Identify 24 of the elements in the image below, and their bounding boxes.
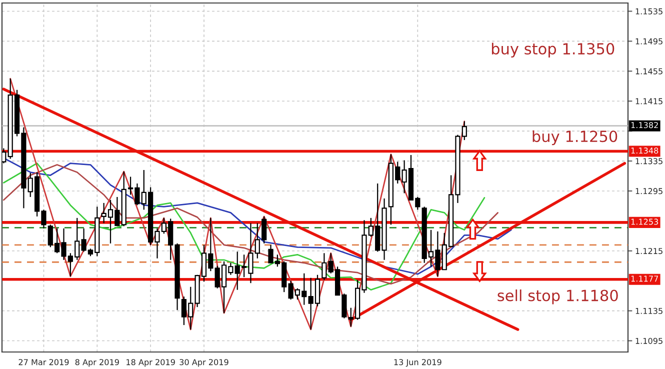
- y-tick-label: 1.1495: [636, 38, 662, 44]
- ref-line-label: 1.1177: [631, 276, 658, 282]
- y-tick-label: 1.1455: [636, 68, 662, 74]
- y-tick-label: 1.1095: [636, 338, 662, 344]
- line-series: [10, 78, 466, 330]
- y-tick-label: 1.1535: [636, 8, 662, 14]
- candlestick: [2, 148, 6, 164]
- y-tick-label: 1.1215: [636, 248, 662, 254]
- ref-line-label: 1.1382: [631, 122, 658, 128]
- ref-line-label: 1.1348: [631, 148, 658, 154]
- ref-line-label: 1.1253: [631, 218, 658, 225]
- x-tick-label: 30 Apr 2019: [180, 359, 228, 367]
- y-tick-label: 1.1135: [636, 308, 662, 314]
- annotation: sell stop 1.1180: [498, 289, 618, 304]
- y-tick-label: 1.1295: [636, 188, 662, 194]
- y-tick-label: 1.1415: [636, 98, 662, 104]
- annotation: buy stop 1.1350: [492, 42, 614, 58]
- x-tick-label: 18 Apr 2019: [126, 359, 175, 367]
- annotation: buy 1.1250: [532, 130, 618, 146]
- x-tick-label: 8 Apr 2019: [75, 359, 119, 367]
- y-tick-label: 1.1335: [636, 158, 662, 164]
- candlestick: [322, 252, 327, 281]
- x-tick-label: 13 Jun 2019: [394, 359, 442, 367]
- x-tick-label: 27 Mar 2019: [18, 359, 69, 366]
